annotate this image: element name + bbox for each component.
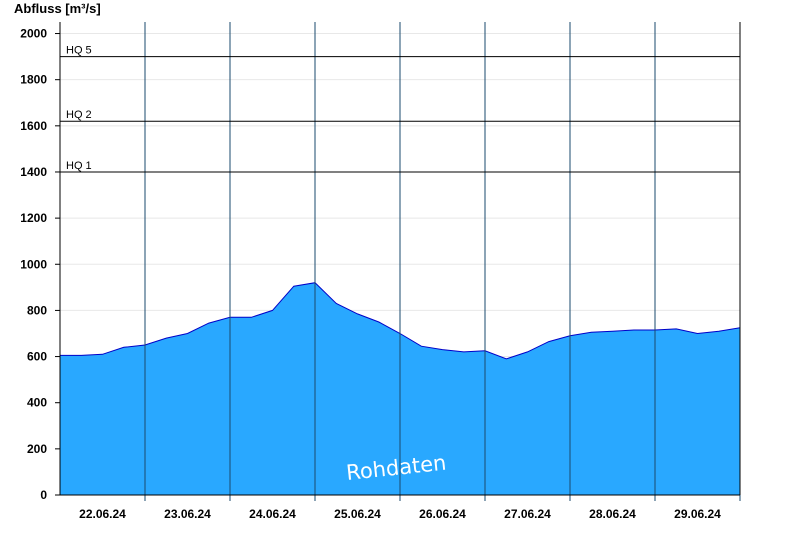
y-tick-label: 1800 [20, 73, 47, 87]
x-tick-label: 25.06.24 [334, 507, 381, 521]
x-tick-label: 23.06.24 [164, 507, 211, 521]
x-tick-label: 29.06.24 [674, 507, 721, 521]
y-tick-label: 600 [27, 350, 47, 364]
y-tick-label: 1600 [20, 119, 47, 133]
threshold-label: HQ 2 [66, 109, 92, 121]
x-tick-label: 24.06.24 [249, 507, 296, 521]
threshold-label: HQ 1 [66, 160, 92, 172]
threshold-lines: HQ 1 HQ 2 HQ 5 [60, 45, 740, 173]
y-tick-label: 1400 [20, 165, 47, 179]
threshold-label: HQ 5 [66, 45, 92, 57]
x-tick-label: 26.06.24 [419, 507, 466, 521]
y-tick-label: 400 [27, 396, 47, 410]
x-tick-label: 28.06.24 [589, 507, 636, 521]
y-tick-label: 1200 [20, 211, 47, 225]
x-tick-label: 27.06.24 [504, 507, 551, 521]
y-tick-label: 2000 [20, 27, 47, 41]
y-tick-label: 0 [40, 488, 47, 502]
y-tick-label: 800 [27, 303, 47, 317]
x-tick-label: 22.06.24 [79, 507, 126, 521]
y-tick-label: 1000 [20, 257, 47, 271]
axes [59, 22, 741, 496]
y-axis-title: Abfluss [m³/s] [14, 1, 101, 16]
x-ticks: 22.06.24 23.06.24 24.06.24 25.06.24 26.06.24… [79, 507, 721, 521]
y-tick-label: 200 [27, 442, 47, 456]
y-ticks: 0 200 400 600 800 1000 1200 1400 1600 1800 2000 [20, 27, 60, 502]
